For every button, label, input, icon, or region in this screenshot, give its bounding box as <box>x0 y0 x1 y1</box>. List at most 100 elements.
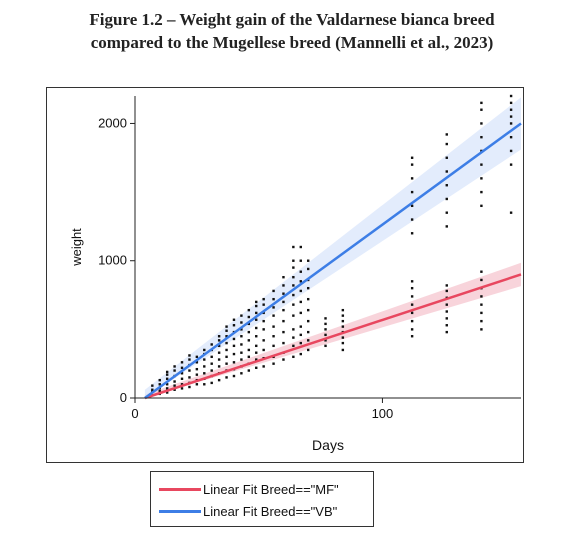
data-point <box>509 101 513 105</box>
data-point <box>445 303 448 306</box>
data-point <box>255 351 258 354</box>
data-point <box>341 308 345 312</box>
data-point <box>480 204 483 208</box>
data-point <box>307 319 310 323</box>
data-point <box>255 326 258 330</box>
x-tick-label: 100 <box>372 406 394 421</box>
data-point <box>272 325 275 328</box>
data-point <box>299 280 302 283</box>
data-point <box>341 348 345 352</box>
data-point <box>410 328 414 331</box>
fit-line-1 <box>144 122 522 400</box>
data-point <box>480 278 483 282</box>
data-point <box>232 352 236 356</box>
data-point <box>292 328 295 331</box>
data-point <box>480 295 483 298</box>
data-point <box>180 366 184 369</box>
data-point <box>217 335 221 338</box>
data-point <box>165 373 169 376</box>
data-point <box>282 319 285 323</box>
data-point <box>225 335 228 338</box>
data-point <box>445 317 448 320</box>
data-point <box>299 325 302 328</box>
data-point <box>445 289 448 293</box>
data-point <box>217 358 221 361</box>
data-point <box>180 377 184 380</box>
data-point <box>158 389 161 393</box>
data-point <box>203 372 206 375</box>
data-point <box>509 211 513 214</box>
data-point <box>410 204 414 208</box>
data-point <box>292 266 295 269</box>
data-point <box>232 324 236 327</box>
data-point <box>299 245 302 249</box>
data-point <box>165 383 169 386</box>
data-point <box>217 344 221 348</box>
data-point <box>255 366 258 369</box>
data-point <box>410 163 414 166</box>
data-point <box>210 381 213 385</box>
data-point <box>480 122 483 125</box>
data-point <box>247 348 251 352</box>
data-point <box>341 319 345 323</box>
y-tick-label: 0 <box>120 390 127 405</box>
data-point <box>255 304 258 308</box>
data-point <box>188 385 191 389</box>
data-point <box>292 276 295 279</box>
data-point <box>282 276 285 279</box>
data-point <box>210 355 213 359</box>
data-point <box>480 135 483 139</box>
data-point <box>180 361 184 364</box>
data-point <box>480 108 483 111</box>
data-point <box>410 177 414 180</box>
legend-item-vb: Linear Fit Breed=="VB" <box>159 501 337 521</box>
data-point <box>165 391 169 394</box>
data-point <box>307 267 310 271</box>
data-point <box>307 259 310 262</box>
data-point <box>299 270 302 273</box>
data-point <box>341 341 345 345</box>
data-point <box>509 135 513 139</box>
data-point <box>225 341 228 345</box>
data-point <box>282 300 285 304</box>
data-point <box>299 300 302 304</box>
y-tick-label: 1000 <box>98 253 127 268</box>
data-point <box>282 284 285 287</box>
data-point <box>324 328 327 331</box>
data-point <box>217 378 221 382</box>
data-point <box>299 333 302 337</box>
data-point <box>445 284 448 287</box>
data-point <box>445 156 448 159</box>
data-point <box>272 297 275 301</box>
data-point <box>480 303 483 306</box>
data-point <box>195 383 199 386</box>
data-point <box>165 370 169 374</box>
data-point <box>262 365 265 368</box>
data-point <box>480 190 483 194</box>
data-point <box>509 149 513 153</box>
data-point <box>217 351 221 354</box>
data-point <box>232 344 236 348</box>
data-point <box>509 115 513 118</box>
data-point <box>225 355 228 359</box>
figure-caption: Figure 1.2 – Weight gain of the Valdarne… <box>0 8 584 54</box>
data-point <box>282 330 285 334</box>
data-point <box>292 344 295 348</box>
data-point <box>180 383 184 386</box>
data-point <box>188 369 191 372</box>
data-point <box>188 354 191 357</box>
chart-legend: Linear Fit Breed=="MF" Linear Fit Breed=… <box>150 471 374 527</box>
data-point <box>255 300 258 304</box>
data-point <box>203 348 206 352</box>
data-point <box>232 361 236 364</box>
data-point <box>210 362 213 365</box>
data-point <box>188 376 191 379</box>
data-point <box>262 328 265 331</box>
data-point <box>324 344 327 348</box>
data-point <box>480 270 483 273</box>
data-point <box>262 319 265 323</box>
data-point <box>210 343 213 346</box>
y-axis-label: weight <box>69 228 84 267</box>
data-point <box>240 358 243 361</box>
data-point <box>341 314 345 317</box>
